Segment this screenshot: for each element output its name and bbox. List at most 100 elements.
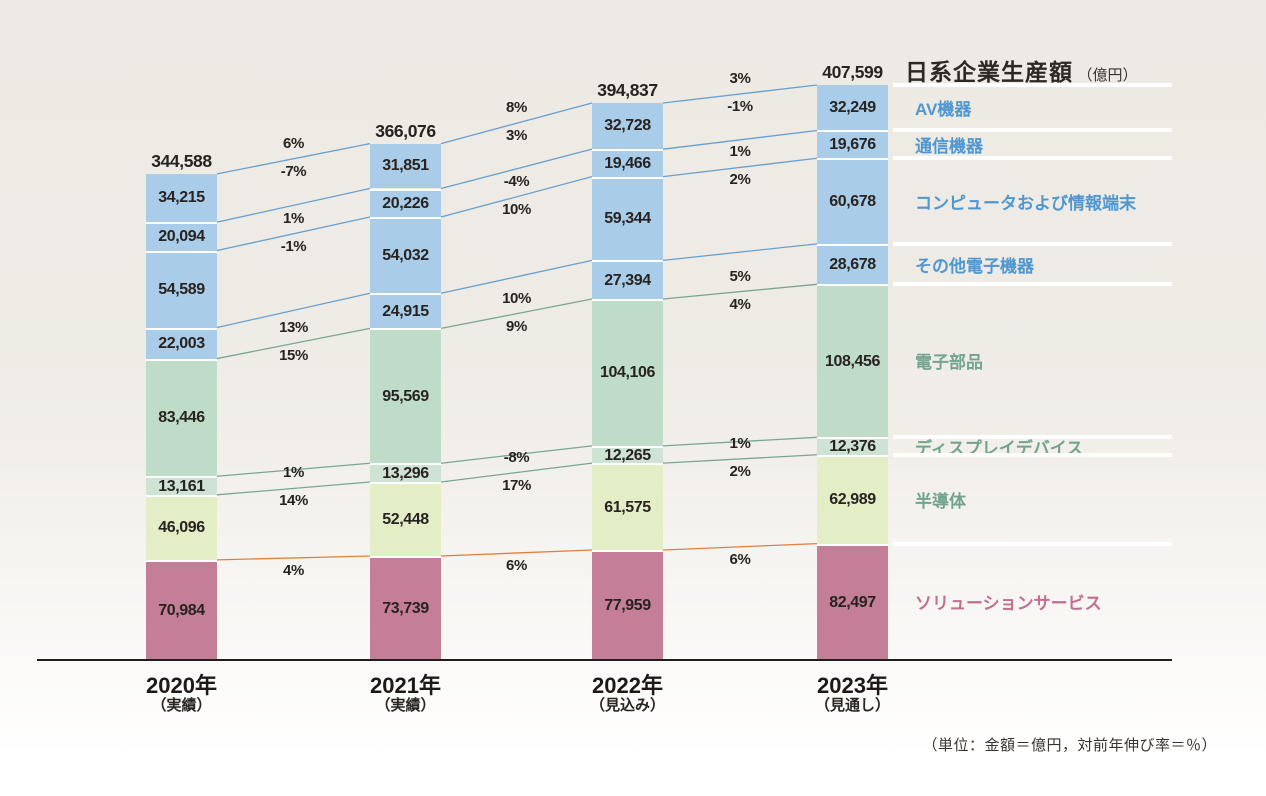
segment-value-label: 27,394 [604, 271, 651, 289]
segment-value-label: 12,265 [604, 446, 651, 464]
bar-segment: 32,249 [817, 85, 888, 131]
connector-line [440, 102, 593, 145]
growth-percent-label: 13% [279, 319, 308, 337]
growth-percent-label: 1% [729, 143, 751, 161]
segment-value-label: 20,226 [382, 194, 429, 212]
growth-percent-label: 10% [502, 289, 531, 307]
bar-segment: 20,094 [146, 222, 217, 251]
label-row-separator [893, 156, 1172, 161]
segment-value-label: 28,678 [829, 256, 876, 274]
bar-segment: 20,226 [370, 188, 441, 218]
growth-percent-label: 1% [283, 209, 304, 227]
bar-segment: 12,376 [817, 437, 888, 455]
bar-segment: 46,096 [146, 494, 217, 560]
bar-segment: 24,915 [370, 293, 441, 329]
category-label: AV機器 [915, 100, 972, 120]
segment-value-label: 32,249 [829, 98, 876, 116]
bar-total-label: 344,588 [151, 150, 212, 171]
growth-percent-label: 1% [729, 434, 751, 452]
segment-value-label: 32,728 [604, 117, 651, 135]
growth-percent-label: -1% [727, 98, 753, 115]
bar-segment: 83,446 [146, 358, 217, 477]
chart-title-text: 日系企業生産額 [905, 59, 1073, 85]
bar-segment: 54,589 [146, 250, 217, 328]
segment-value-label: 46,096 [158, 519, 205, 537]
connector-line [440, 148, 593, 190]
unit-footnote: （単位：金額＝億円，対前年伸び率＝％） [922, 737, 1217, 754]
segment-value-label: 83,446 [158, 409, 205, 427]
category-label: 通信機器 [915, 136, 983, 156]
growth-percent-label: 6% [729, 550, 751, 568]
category-label: その他電子機器 [915, 256, 1034, 276]
growth-percent-label: 15% [279, 347, 308, 365]
connector-line [662, 84, 818, 104]
segment-value-label: 31,851 [382, 157, 429, 175]
segment-value-label: 59,344 [604, 210, 651, 228]
bar-segment: 13,296 [370, 463, 441, 482]
growth-percent-label: 2% [729, 462, 751, 480]
connector-line [440, 259, 593, 294]
connector-line [440, 462, 593, 483]
segment-value-label: 108,456 [824, 352, 881, 370]
growth-percent-label: 14% [279, 492, 308, 510]
connector-line [662, 129, 818, 150]
connector-line [662, 542, 818, 551]
bar-segment: 28,678 [817, 243, 888, 285]
connector-line [440, 549, 593, 557]
segment-value-label: 95,569 [382, 387, 429, 405]
label-row-separator [893, 541, 1172, 546]
bar-segment: 60,678 [817, 158, 888, 244]
growth-percent-label: 6% [283, 134, 304, 152]
growth-percent-label: 3% [729, 70, 751, 87]
growth-percent-label: 5% [729, 267, 751, 285]
bar-segment: 82,497 [817, 543, 888, 660]
growth-percent-label: -4% [503, 172, 530, 190]
label-row-separator [893, 452, 1172, 457]
year-label: 2020年 [146, 673, 217, 698]
bar-segment: 12,265 [592, 445, 663, 464]
growth-percent-label: 8% [506, 99, 527, 117]
connector-line [216, 555, 371, 561]
x-axis-line [37, 659, 1172, 661]
connector-line [662, 283, 818, 300]
chart-title-unit: （億円） [1077, 67, 1138, 84]
segment-value-label: 70,984 [158, 601, 205, 619]
bar-segment: 62,989 [817, 454, 888, 544]
bar-segment: 52,448 [370, 481, 441, 556]
bar-total-label: 394,837 [597, 80, 658, 100]
label-row-separator [893, 241, 1172, 246]
year-note-label: （実績） [375, 697, 436, 714]
bar-segment: 54,032 [370, 217, 441, 294]
segment-value-label: 20,094 [158, 228, 205, 246]
segment-value-label: 52,448 [382, 510, 429, 528]
bar-segment: 19,676 [817, 130, 888, 159]
segment-value-label: 13,161 [158, 477, 205, 495]
segment-value-label: 73,739 [382, 599, 429, 617]
year-note-label: （実績） [151, 697, 212, 714]
bar-total-label: 366,076 [375, 120, 436, 141]
growth-percent-label: 2% [729, 171, 751, 189]
year-label: 2023年 [817, 673, 888, 698]
segment-value-label: 62,989 [829, 491, 876, 509]
category-label: 電子部品 [915, 353, 983, 373]
bar-segment: 27,394 [592, 260, 663, 299]
segment-value-label: 82,497 [829, 593, 876, 611]
segment-value-label: 13,296 [382, 464, 429, 482]
segment-value-label: 54,032 [382, 247, 429, 265]
growth-percent-label: 4% [729, 295, 751, 313]
growth-percent-label: -8% [503, 448, 530, 466]
growth-percent-label: 17% [502, 476, 531, 494]
year-note-label: （見通し） [814, 697, 890, 714]
segment-value-label: 22,003 [158, 335, 205, 353]
connector-line [216, 216, 371, 252]
connector-line [216, 187, 371, 223]
bar-segment: 34,215 [146, 173, 217, 223]
segment-value-label: 19,676 [829, 136, 876, 154]
category-label: ソリューションサービス [915, 594, 1102, 614]
category-label: コンピュータおよび情報端末 [915, 193, 1136, 213]
bar-segment: 22,003 [146, 327, 217, 359]
connector-line [216, 292, 371, 329]
connector-line [440, 298, 593, 330]
connector-line [440, 176, 593, 218]
